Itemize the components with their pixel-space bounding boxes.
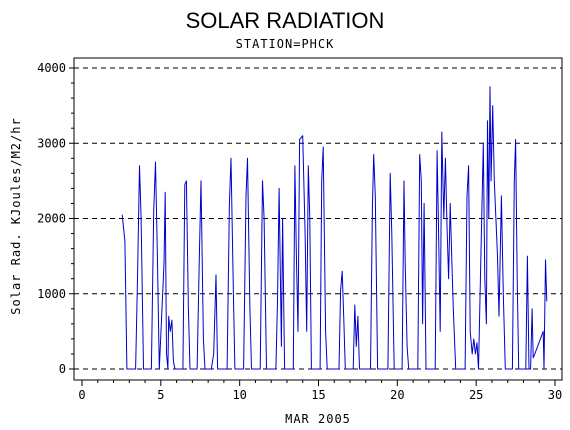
y-tick-label: 3000 [37, 136, 66, 150]
plot-area: 0 1000 2000 3000 4000 0 5 10 15 20 25 30 [37, 57, 563, 402]
chart-subtitle: STATION=PHCK [236, 37, 335, 51]
x-tick-label: 15 [311, 388, 325, 402]
x-tick-label: 25 [469, 388, 483, 402]
y-tick-label: 1000 [37, 287, 66, 301]
series-line [121, 86, 548, 370]
x-tick-label: 5 [157, 388, 164, 402]
x-axis-label: MAR 2005 [285, 412, 351, 426]
x-tick-label: 0 [78, 388, 85, 402]
x-tick-label: 30 [548, 388, 562, 402]
y-axis-label: Solar Rad. KJoules/M2/hr [9, 117, 23, 314]
x-tick-label: 20 [390, 388, 404, 402]
chart-title: SOLAR RADIATION [186, 8, 385, 33]
y-tick-label: 4000 [37, 61, 66, 75]
y-tick-label: 2000 [37, 212, 66, 226]
x-tick-label: 10 [232, 388, 246, 402]
y-tick-label: 0 [59, 362, 66, 376]
